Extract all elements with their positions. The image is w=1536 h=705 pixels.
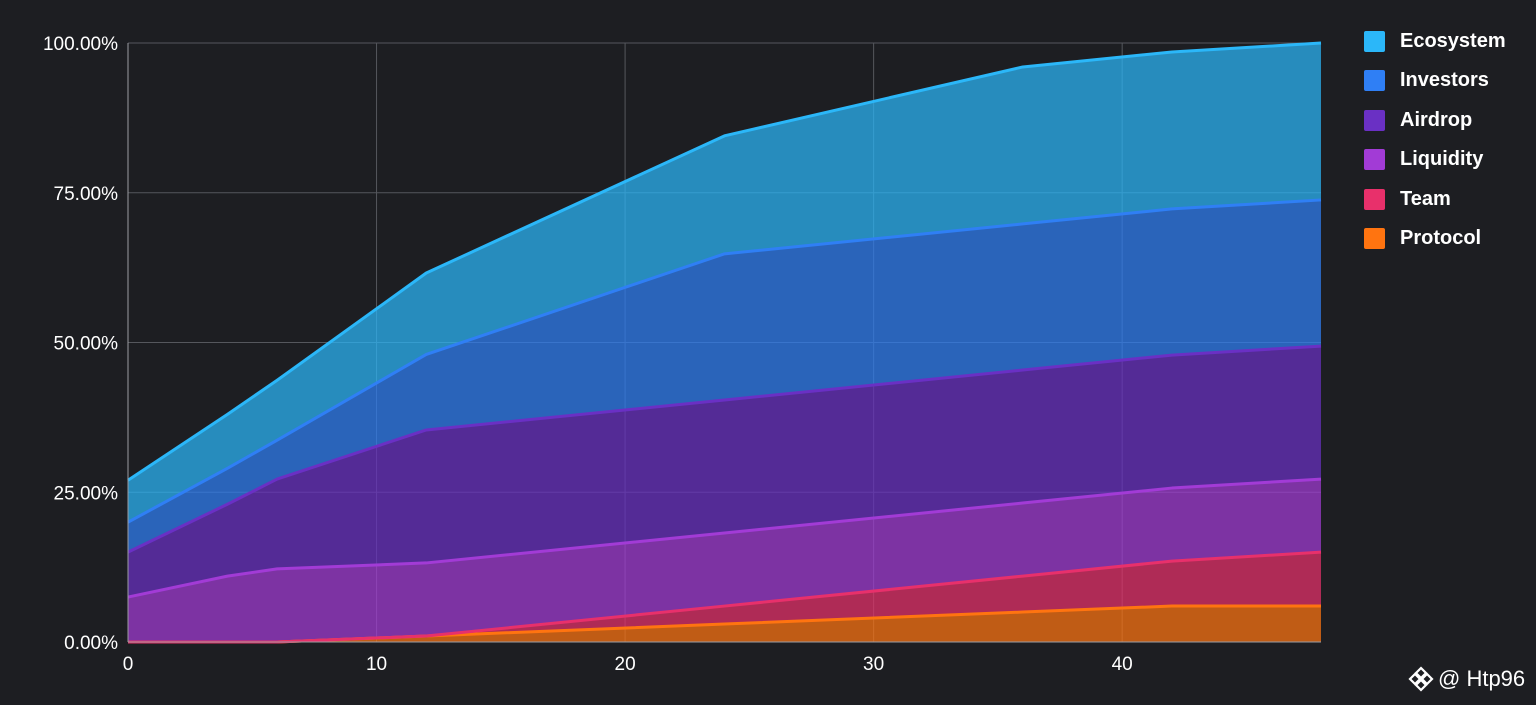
y-tick-label: 0.00% <box>64 633 118 654</box>
legend-label-protocol: Protocol <box>1400 227 1482 249</box>
legend-item-investors[interactable]: Investors <box>1364 69 1506 92</box>
x-tick-label: 40 <box>1112 654 1133 675</box>
legend-swatch-team <box>1364 188 1385 210</box>
area-liquidity[interactable] <box>128 479 1321 642</box>
area-airdrop[interactable] <box>128 346 1321 598</box>
y-tick-label: 50.00% <box>54 334 119 355</box>
binance-logo-icon <box>1408 666 1434 692</box>
legend-label-ecosystem: Ecosystem <box>1400 29 1506 52</box>
x-tick-label: 20 <box>615 654 636 675</box>
legend-swatch-airdrop <box>1364 109 1385 131</box>
series-line-airdrop <box>127 344 1322 554</box>
area-ecosystem[interactable] <box>128 43 1321 523</box>
legend-item-liquidity[interactable]: Liquidity <box>1364 148 1506 171</box>
legend-item-protocol[interactable]: Protocol <box>1364 227 1506 250</box>
legend-label-airdrop: Airdrop <box>1400 108 1473 131</box>
legend-label-liquidity: Liquidity <box>1400 148 1484 170</box>
legend-swatch-liquidity <box>1364 149 1385 170</box>
legend-swatch-ecosystem <box>1364 30 1385 52</box>
legend-item-airdrop[interactable]: Airdrop <box>1364 109 1506 131</box>
series-line-liquidity <box>127 477 1322 599</box>
y-tick-label: 25.00% <box>54 483 119 504</box>
watermark: @ Htp96 <box>1408 666 1525 692</box>
area-investors[interactable] <box>128 199 1321 553</box>
y-tick-label: 75.00% <box>54 184 119 205</box>
legend-swatch-investors <box>1364 70 1385 91</box>
axis-layer: 0.00% 25.00% 50.00% 75.00% 100.00% 0 10 20 30 40 <box>43 34 1321 675</box>
legend-item-team[interactable]: Team <box>1364 188 1506 210</box>
series-line-ecosystem <box>127 41 1322 482</box>
y-tick-label: 100.00% <box>43 34 118 55</box>
legend-label-team: Team <box>1400 187 1451 210</box>
legend-item-ecosystem[interactable]: Ecosystem <box>1364 30 1506 52</box>
legend-label-investors: Investors <box>1400 69 1489 91</box>
chart-legend: Ecosystem Investors Airdrop Liquidity Te… <box>1364 30 1506 250</box>
x-tick-label: 30 <box>863 654 884 675</box>
watermark-text: @ Htp96 <box>1438 666 1526 691</box>
series-line-investors <box>127 198 1322 524</box>
x-tick-label: 10 <box>366 654 387 675</box>
x-tick-label: 0 <box>123 654 134 675</box>
legend-swatch-protocol <box>1364 228 1385 249</box>
